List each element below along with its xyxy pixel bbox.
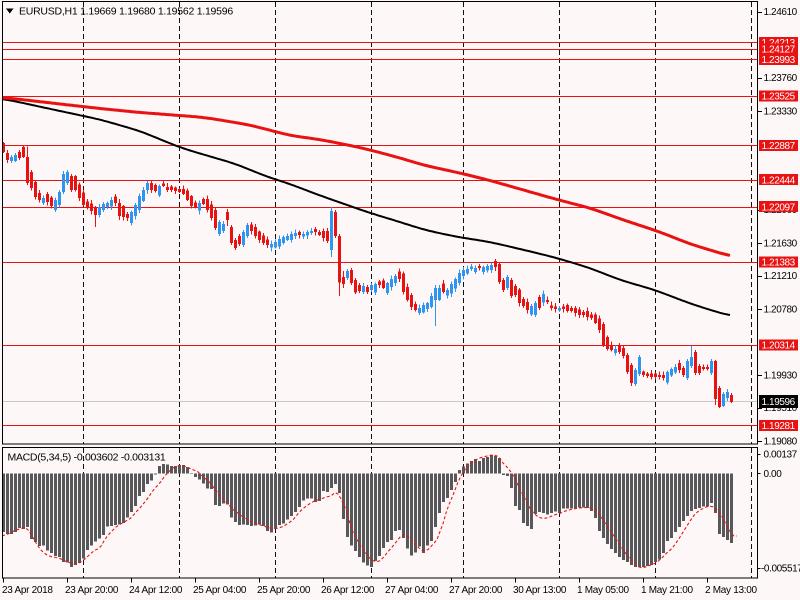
svg-text:1 May 21:00: 1 May 21:00 <box>641 585 693 596</box>
svg-text:1.20780: 1.20780 <box>764 305 798 316</box>
svg-text:0.00137: 0.00137 <box>764 450 798 461</box>
svg-text:1.23330: 1.23330 <box>764 107 798 118</box>
svg-text:EURUSD,H1 1.19669 1.19680 1.1: EURUSD,H1 1.19669 1.19680 1.19562 1.1959… <box>19 6 233 18</box>
svg-text:MACD(5,34,5) -0.003602 -0.0031: MACD(5,34,5) -0.003602 -0.003131 <box>8 452 166 464</box>
svg-text:24 Apr 12:00: 24 Apr 12:00 <box>129 585 183 596</box>
svg-text:26 Apr 12:00: 26 Apr 12:00 <box>321 585 375 596</box>
svg-text:1.19080: 1.19080 <box>764 437 798 448</box>
svg-text:2 May 13:00: 2 May 13:00 <box>705 585 757 596</box>
svg-text:1.24610: 1.24610 <box>764 7 798 18</box>
svg-text:1.19510: 1.19510 <box>764 403 798 414</box>
svg-text:1.21630: 1.21630 <box>764 239 798 250</box>
svg-text:0.00: 0.00 <box>764 469 783 480</box>
svg-text:1.24213: 1.24213 <box>762 38 796 49</box>
svg-text:25 Apr 20:00: 25 Apr 20:00 <box>257 585 311 596</box>
svg-text:1.22097: 1.22097 <box>762 202 796 213</box>
svg-text:23 Apr 2018: 23 Apr 2018 <box>2 585 53 596</box>
svg-text:1.23760: 1.23760 <box>764 73 798 84</box>
svg-text:25 Apr 04:00: 25 Apr 04:00 <box>193 585 247 596</box>
svg-text:1.22887: 1.22887 <box>762 141 796 152</box>
svg-text:27 Apr 04:00: 27 Apr 04:00 <box>385 585 439 596</box>
svg-text:1.20314: 1.20314 <box>762 341 796 352</box>
svg-text:-0.005517: -0.005517 <box>761 564 800 575</box>
svg-text:1.24127: 1.24127 <box>762 45 796 56</box>
svg-text:1 May 05:00: 1 May 05:00 <box>577 585 629 596</box>
svg-text:1.19281: 1.19281 <box>762 421 796 432</box>
svg-text:1.22444: 1.22444 <box>762 175 796 186</box>
svg-text:30 Apr 13:00: 30 Apr 13:00 <box>513 585 567 596</box>
svg-text:27 Apr 20:00: 27 Apr 20:00 <box>449 585 503 596</box>
svg-text:1.21210: 1.21210 <box>764 271 798 282</box>
svg-text:1.23525: 1.23525 <box>762 91 796 102</box>
svg-text:1.19930: 1.19930 <box>764 371 798 382</box>
svg-text:1.23993: 1.23993 <box>762 55 796 66</box>
svg-text:1.21383: 1.21383 <box>762 258 796 269</box>
svg-text:1.19596: 1.19596 <box>762 397 796 408</box>
svg-text:23 Apr 20:00: 23 Apr 20:00 <box>65 585 119 596</box>
